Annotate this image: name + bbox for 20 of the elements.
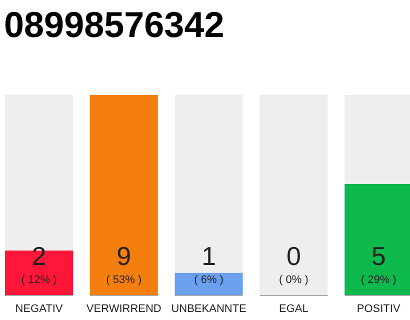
annotation: 0 (286, 241, 301, 271)
annotation: ( 12% ) (21, 274, 57, 286)
bar (90, 95, 158, 295)
annotation: ( 0% ) (279, 274, 308, 286)
x-tick-label: POSITIV (356, 303, 401, 315)
data-label: 9 (116, 241, 132, 271)
bar (260, 95, 328, 295)
chart-title: 08998576342 (4, 4, 224, 45)
bar (174, 95, 243, 273)
x-tick-label: VERWIRREND (86, 303, 162, 315)
annotation: ( 29% ) (360, 274, 396, 286)
x-tick-label: UNBEKANNTE (171, 303, 246, 315)
annotation: ( 53% ) (106, 274, 142, 286)
data-label: 2 (32, 241, 46, 271)
x-tick-label: NEGATIV (15, 303, 64, 315)
data-label: 5 (371, 241, 386, 271)
x-tick-label: EGAL (279, 303, 308, 315)
bar (174, 272, 243, 295)
data-label: 1 (202, 241, 216, 271)
annotation: ( 6% ) (194, 274, 224, 286)
